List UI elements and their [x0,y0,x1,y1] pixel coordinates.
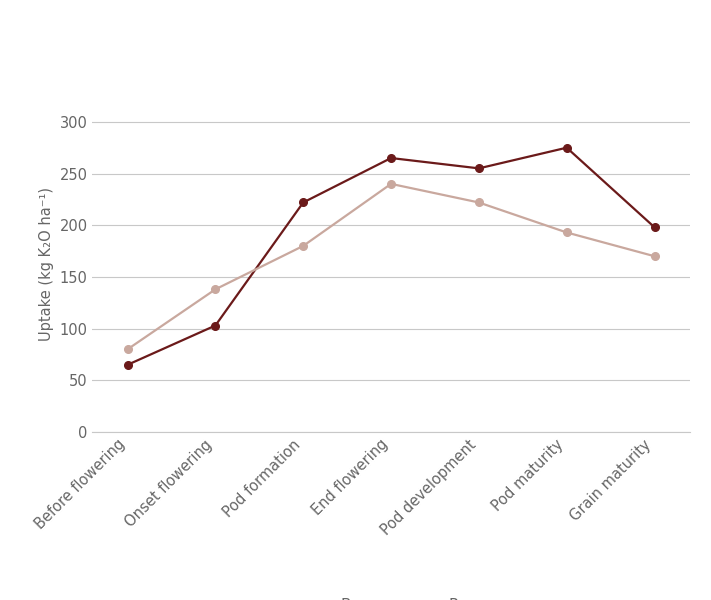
Text: Progression of potassium uptake during vegetation, of beans
and of peas: Progression of potassium uptake during v… [31,26,680,70]
Legend: Beans, Peas: Beans, Peas [292,592,491,600]
Y-axis label: Uptake (kg K₂O ha⁻¹): Uptake (kg K₂O ha⁻¹) [39,187,54,341]
